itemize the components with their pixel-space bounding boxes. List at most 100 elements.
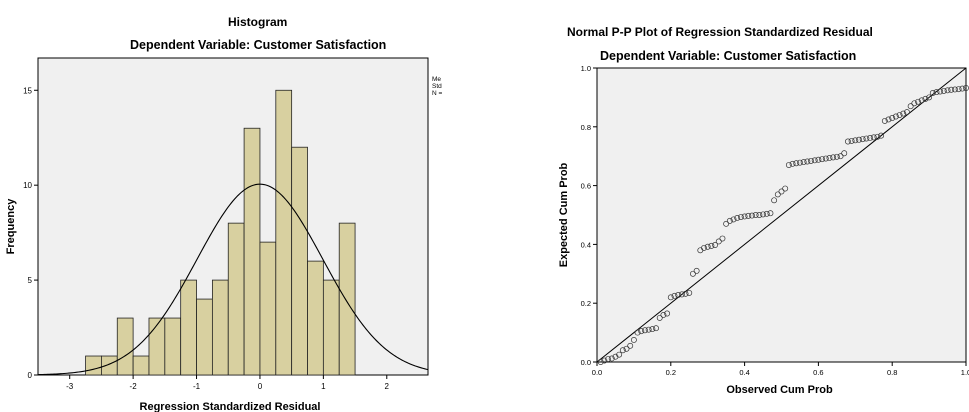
pp-data-point bbox=[612, 353, 619, 360]
pp-data-point bbox=[701, 244, 707, 251]
pp-data-point bbox=[782, 185, 789, 192]
histogram-bar bbox=[164, 317, 182, 376]
pp-data-point bbox=[808, 157, 814, 164]
pp-data-point bbox=[671, 292, 678, 299]
pp-data-point bbox=[826, 155, 833, 161]
histogram-x-tick-label: 1 bbox=[321, 382, 326, 391]
histogram-bar bbox=[307, 260, 324, 376]
pp-data-point bbox=[785, 162, 792, 168]
pp-x-tick-label: 1.0 bbox=[961, 368, 969, 377]
histogram-bar bbox=[132, 355, 150, 376]
pp-data-point bbox=[896, 112, 903, 118]
pp-data-point bbox=[778, 188, 785, 195]
pp-data-point bbox=[638, 328, 645, 335]
pp-data-point bbox=[686, 289, 693, 296]
pp-data-point bbox=[804, 158, 811, 165]
pp-data-point bbox=[616, 351, 623, 358]
pp-data-point bbox=[719, 235, 726, 242]
pp-data-point bbox=[623, 345, 630, 352]
histogram-x-tick-label: 0 bbox=[258, 382, 263, 391]
pp-data-point bbox=[712, 242, 719, 248]
pp-data-point bbox=[660, 312, 667, 318]
histogram-x-tick-label: 2 bbox=[385, 382, 390, 391]
pp-data-point bbox=[937, 88, 944, 95]
pp-data-point bbox=[767, 210, 774, 217]
histogram-y-tick-label: 0 bbox=[28, 371, 33, 380]
pp-y-tick-label: 1.0 bbox=[581, 64, 591, 73]
pp-data-point bbox=[948, 86, 955, 93]
pp-data-point bbox=[800, 159, 807, 166]
pp-data-point bbox=[955, 86, 962, 93]
pp-y-tick-label: 0.6 bbox=[581, 182, 591, 191]
pp-y-tick-label: 0.4 bbox=[581, 240, 591, 249]
histogram-bar bbox=[116, 317, 134, 376]
histogram-y-tick-label: 5 bbox=[28, 276, 33, 285]
histogram-bar bbox=[85, 355, 102, 376]
histogram-x-tick-label: -2 bbox=[130, 382, 138, 391]
pp-data-point bbox=[878, 132, 885, 139]
pp-data-point bbox=[745, 212, 752, 219]
pp-data-point bbox=[675, 292, 682, 298]
pp-data-point bbox=[911, 100, 918, 107]
histogram-bar bbox=[101, 355, 118, 376]
pp-y-axis-label: Expected Cum Prob bbox=[558, 162, 570, 267]
pp-data-point bbox=[833, 153, 840, 160]
pp-data-point bbox=[693, 267, 700, 274]
pp-y-tick-label: 0.2 bbox=[581, 299, 591, 308]
pp-data-point bbox=[597, 359, 604, 365]
pp-data-point bbox=[933, 89, 940, 96]
pp-y-tick-label: 0.8 bbox=[581, 123, 591, 132]
pp-reference-line bbox=[596, 67, 967, 363]
pp-data-point bbox=[815, 156, 822, 163]
pp-data-point bbox=[634, 329, 641, 336]
pp-data-point bbox=[774, 191, 781, 198]
pp-data-point bbox=[749, 212, 755, 219]
pp-data-point bbox=[811, 157, 818, 164]
pp-data-point bbox=[907, 103, 914, 110]
histogram-bar bbox=[180, 279, 197, 376]
pp-data-point bbox=[760, 211, 767, 218]
pp-data-point bbox=[793, 160, 800, 167]
pp-data-point bbox=[900, 110, 907, 117]
pp-data-point bbox=[715, 238, 722, 245]
pp-data-point bbox=[892, 113, 899, 120]
histogram-bar bbox=[243, 127, 261, 376]
pp-data-point bbox=[867, 135, 874, 141]
pp-data-point bbox=[944, 87, 951, 94]
pp-data-point bbox=[848, 137, 855, 144]
histogram-y-tick-label: 10 bbox=[23, 181, 32, 190]
pp-x-tick-label: 0.6 bbox=[813, 368, 823, 377]
pp-data-point bbox=[789, 160, 796, 167]
pp-data-point bbox=[889, 115, 896, 121]
pp-data-point bbox=[627, 342, 634, 349]
histogram-y-tick-label: 15 bbox=[23, 86, 32, 95]
pp-x-tick-label: 0.2 bbox=[666, 368, 676, 377]
pp-data-point bbox=[653, 325, 659, 332]
pp-data-point bbox=[874, 133, 881, 140]
pp-data-point bbox=[619, 347, 626, 354]
pp-data-point bbox=[915, 98, 921, 105]
pp-data-point bbox=[859, 136, 866, 143]
histogram-bar bbox=[275, 89, 293, 376]
pp-data-point bbox=[951, 86, 958, 93]
pp-data-point bbox=[752, 212, 759, 218]
pp-data-point bbox=[830, 154, 837, 161]
pp-data-point bbox=[918, 97, 925, 104]
pp-data-point bbox=[708, 242, 715, 249]
histogram-x-axis-label: Regression Standardized Residual bbox=[140, 401, 321, 412]
pp-y-tick-label: 0.0 bbox=[581, 358, 591, 367]
pp-data-point bbox=[929, 90, 936, 96]
pp-data-point bbox=[756, 212, 763, 218]
histogram-bar bbox=[196, 298, 213, 376]
pp-data-point bbox=[904, 109, 910, 116]
histogram-bar bbox=[291, 146, 308, 376]
pp-data-point bbox=[771, 197, 778, 204]
pp-data-point bbox=[723, 220, 730, 227]
pp-data-point bbox=[870, 134, 877, 141]
pp-data-point bbox=[863, 135, 870, 142]
histogram-bar bbox=[338, 222, 356, 376]
histogram-subtitle: Dependent Variable: Customer Satisfactio… bbox=[130, 38, 387, 52]
pp-data-point bbox=[726, 217, 733, 224]
histogram-bar bbox=[148, 317, 166, 376]
